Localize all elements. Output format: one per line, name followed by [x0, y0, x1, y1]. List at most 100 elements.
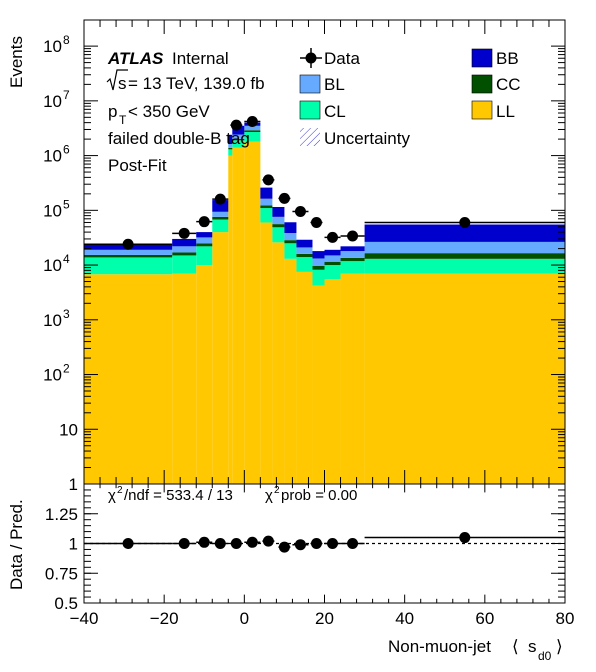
ratio-y-tick-label-1: 0.75	[45, 564, 78, 583]
bar-ll-0	[84, 274, 173, 484]
legend-data-marker	[305, 52, 317, 64]
internal-label: Internal	[172, 49, 229, 68]
bar-cc-2	[196, 243, 213, 247]
data-point-4	[230, 119, 242, 131]
bar-bb-8	[272, 207, 285, 217]
legend-uncertainty-label: Uncertainty	[324, 129, 410, 148]
data-points	[84, 115, 565, 250]
legend-cc-label: CC	[496, 75, 521, 94]
bar-bl-7	[260, 198, 273, 206]
bar-ll-9	[284, 258, 297, 484]
ratio-point-3	[214, 538, 226, 549]
atlas-label: ATLAS	[107, 49, 164, 68]
data-point-5	[246, 115, 258, 127]
legend-cl-label: CL	[324, 102, 346, 121]
x-tick-label-5: 60	[475, 609, 494, 628]
data-point-2	[198, 216, 210, 228]
bar-bb-3	[212, 200, 229, 212]
ratio-stats: χ 2 /ndf = 533.4 / 13 χ 2 prob = 0.00	[108, 485, 357, 504]
bar-cl-0	[84, 257, 173, 275]
bar-bl-0	[84, 249, 173, 255]
x-axis-label-sub: d0	[538, 649, 552, 663]
bar-bb-12	[324, 249, 341, 256]
bar-cl-13	[340, 261, 365, 274]
chi2-prob-text: prob = 0.00	[281, 487, 357, 504]
bar-ll-7	[260, 222, 273, 484]
data-point-11	[347, 230, 359, 242]
bar-ll-3	[212, 232, 229, 484]
chi2-prob-sup: 2	[274, 485, 280, 496]
data-point-3	[214, 193, 226, 205]
ratio-point-8	[294, 539, 306, 551]
data-point-7	[278, 192, 290, 204]
data-point-10	[327, 231, 339, 243]
bar-cc-1	[172, 252, 197, 256]
x-axis-label: Non-muon-jet ⟨ s d0 ⟩	[388, 637, 563, 663]
y-tick-label-4: 10	[43, 256, 62, 275]
y-axis-label-main: Events	[7, 36, 26, 88]
bar-bl-6	[244, 125, 261, 131]
legend-ll: LL	[471, 100, 515, 121]
bar-bl-9	[284, 233, 297, 241]
bar-cl-4	[228, 149, 233, 156]
tag-label: failed double-B tag	[108, 129, 250, 148]
y-tick-label-5: 10	[43, 201, 62, 220]
bar-ll-5	[232, 147, 245, 484]
bar-bl-12	[324, 255, 341, 262]
ratio-y-tick-label-3: 1.25	[45, 505, 78, 524]
bar-cl-9	[284, 243, 297, 259]
legend-bb: BB	[471, 48, 519, 68]
ratio-point-1	[178, 538, 190, 549]
bar-ll-4	[228, 155, 233, 484]
ratio-point-10	[327, 538, 339, 549]
chi2-ndf-symbol: χ	[108, 487, 116, 504]
ratio-panel: χ 2 /ndf = 533.4 / 13 χ 2 prob = 0.00 0.…	[7, 483, 574, 663]
ratio-point-9	[310, 538, 322, 549]
x-axis-label-rangle-icon: ⟩	[556, 637, 563, 656]
bar-cc-0	[84, 254, 173, 258]
y-tick-label-7: 10	[43, 92, 62, 111]
bar-cl-8	[272, 227, 285, 243]
bar-cc-5	[232, 138, 245, 141]
legend-bl-swatch	[299, 74, 321, 94]
bar-bb-11	[312, 251, 325, 259]
legend-data: Data	[300, 48, 360, 68]
ratio-point-4	[230, 538, 242, 549]
bar-cc-4	[228, 147, 233, 150]
pt-label: p T < 350 GeV	[108, 102, 210, 127]
ratio-point-7	[278, 541, 290, 553]
y-axis-label-ratio: Data / Pred.	[7, 499, 26, 590]
ratio-points	[84, 532, 565, 553]
legend-ll-label: LL	[496, 102, 515, 121]
y-tick-exponent-3: 3	[63, 307, 70, 321]
bar-cc-8	[272, 224, 285, 228]
x-axis-label-text: Non-muon-jet	[388, 637, 491, 656]
bar-ll-11	[312, 285, 325, 484]
ratio-point-11	[347, 538, 359, 549]
bar-cl-11	[312, 269, 325, 286]
x-axis-label-langle-icon: ⟨	[512, 637, 519, 656]
bar-cc-10	[296, 253, 313, 258]
bar-ll-1	[172, 273, 197, 484]
bar-cc-3	[212, 216, 229, 220]
ratio-point-2	[198, 536, 210, 548]
legend-data-label: Data	[324, 49, 360, 68]
y-tick-exponent-5: 5	[63, 197, 70, 211]
ratio-point-0	[122, 538, 134, 549]
bar-cc-9	[284, 240, 297, 244]
bar-cl-12	[324, 265, 341, 280]
bar-cc-11	[312, 265, 325, 270]
bar-bl-13	[340, 251, 365, 258]
bar-bb-2	[196, 232, 213, 238]
x-tick-label-2: 0	[240, 609, 249, 628]
y-tick-exponent-7: 7	[63, 88, 70, 102]
bar-bl-11	[312, 258, 325, 266]
legend-bb-swatch	[471, 48, 493, 68]
legend-uncertainty: Uncertainty	[300, 128, 410, 148]
bar-bb-9	[284, 222, 297, 234]
chi2-ndf-text: /ndf = 533.4 / 13	[124, 487, 233, 504]
bar-ll-2	[196, 265, 213, 484]
y-tick-exponent-4: 4	[63, 252, 70, 266]
